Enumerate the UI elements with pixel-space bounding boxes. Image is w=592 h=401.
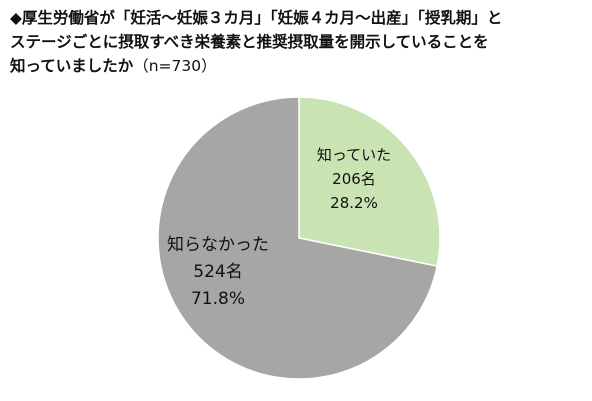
pie-labels: 知っていた 206名 28.2% 知らなかった 524名 71.8% [167, 146, 391, 309]
sample-size: （n=730） [133, 57, 217, 75]
pie-slices [157, 96, 441, 380]
pie-slice-1 [298, 96, 441, 268]
slice-label-percent-2: 71.8% [191, 289, 245, 309]
title-line-2: ステージごとに摂取すべき栄養素と推奨摂取量を開示していることを [10, 33, 489, 51]
slice-label-name-2: 知らなかった [167, 235, 269, 255]
slice-label-count-1: 206名 [332, 170, 376, 188]
title-line-1: ◆厚生労働省が「妊活～妊娠３カ月」「妊娠４カ月～出産」「授乳期」と [10, 9, 503, 27]
pie-slice-2 [157, 96, 439, 380]
slice-label-name-1: 知っていた [317, 146, 391, 164]
title-line-3: 知っていましたか（n=730） [10, 54, 582, 78]
slice-label-count-2: 524名 [193, 262, 242, 282]
slice-label-percent-1: 28.2% [330, 194, 378, 212]
title-line-3-text: 知っていましたか [10, 57, 134, 75]
chart-title: ◆厚生労働省が「妊活～妊娠３カ月」「妊娠４カ月～出産」「授乳期」と ステージごと… [10, 6, 582, 78]
